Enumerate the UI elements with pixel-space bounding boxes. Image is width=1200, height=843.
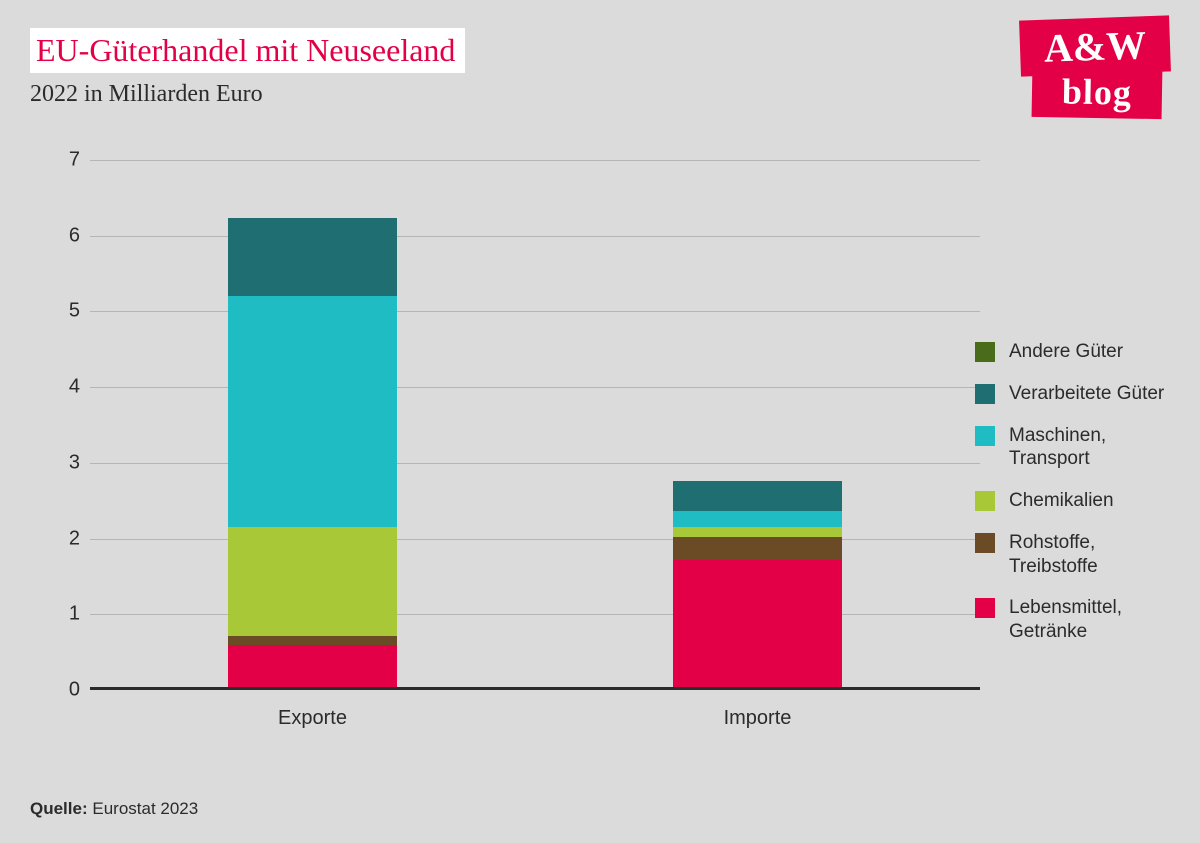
legend-label: Verarbeitete Güter <box>1009 382 1164 406</box>
source-label: Quelle: <box>30 799 88 818</box>
bar-segment-lebensmittel <box>228 645 397 687</box>
legend-swatch <box>975 598 995 618</box>
legend-item-maschinen: Maschinen, Transport <box>975 424 1170 472</box>
y-axis-tick: 5 <box>50 300 80 323</box>
chart-area: 01234567 ExporteImporte <box>50 160 980 730</box>
legend-item-andere: Andere Güter <box>975 340 1170 364</box>
grid-line <box>90 311 980 312</box>
grid-line <box>90 614 980 615</box>
bar-exporte <box>228 218 397 687</box>
legend-label: Andere Güter <box>1009 340 1123 364</box>
bar-segment-rohstoffe <box>673 537 842 560</box>
legend-label: Rohstoffe, Treibstoffe <box>1009 531 1170 579</box>
chart-plot <box>90 160 980 690</box>
bar-segment-rohstoffe <box>228 636 397 645</box>
chart-title: EU-Güterhandel mit Neuseeland <box>30 28 465 73</box>
chart-header: EU-Güterhandel mit Neuseeland 2022 in Mi… <box>30 28 465 108</box>
source-text: Eurostat 2023 <box>92 799 198 818</box>
y-axis-tick: 3 <box>50 451 80 474</box>
logo-bottom-text: blog <box>1032 65 1163 119</box>
bar-segment-chemikalien <box>673 527 842 538</box>
legend-label: Lebensmittel, Getränke <box>1009 596 1170 644</box>
bar-segment-maschinen <box>673 511 842 526</box>
chart-subtitle: 2022 in Milliarden Euro <box>30 81 465 108</box>
bar-importe <box>673 481 842 687</box>
y-axis-tick: 0 <box>50 679 80 702</box>
y-axis-tick: 4 <box>50 376 80 399</box>
y-axis-tick: 6 <box>50 224 80 247</box>
legend-swatch <box>975 533 995 553</box>
bar-segment-verarbeitete <box>673 481 842 511</box>
chart-legend: Andere Güter Verarbeitete Güter Maschinen,… <box>975 340 1170 662</box>
legend-swatch <box>975 342 995 362</box>
legend-label: Maschinen, Transport <box>1009 424 1170 472</box>
x-axis-label: Importe <box>724 707 792 730</box>
legend-item-lebensmittel: Lebensmittel, Getränke <box>975 596 1170 644</box>
brand-logo: A&W blog <box>1000 18 1170 123</box>
grid-line <box>90 160 980 161</box>
grid-line <box>90 539 980 540</box>
chart-source: Quelle: Eurostat 2023 <box>30 799 198 819</box>
bar-segment-verarbeitete <box>228 218 397 296</box>
bar-segment-chemikalien <box>228 527 397 637</box>
grid-line <box>90 387 980 388</box>
legend-swatch <box>975 384 995 404</box>
grid-line <box>90 463 980 464</box>
grid-line <box>90 236 980 237</box>
y-axis-tick: 2 <box>50 527 80 550</box>
x-axis-label: Exporte <box>278 707 347 730</box>
y-axis-tick: 7 <box>50 149 80 172</box>
y-axis-tick: 1 <box>50 603 80 626</box>
bar-segment-lebensmittel <box>673 560 842 687</box>
bar-segment-maschinen <box>228 296 397 527</box>
legend-swatch <box>975 426 995 446</box>
legend-label: Chemikalien <box>1009 489 1114 513</box>
legend-swatch <box>975 491 995 511</box>
legend-item-rohstoffe: Rohstoffe, Treibstoffe <box>975 531 1170 579</box>
legend-item-verarbeitete: Verarbeitete Güter <box>975 382 1170 406</box>
legend-item-chemikalien: Chemikalien <box>975 489 1170 513</box>
